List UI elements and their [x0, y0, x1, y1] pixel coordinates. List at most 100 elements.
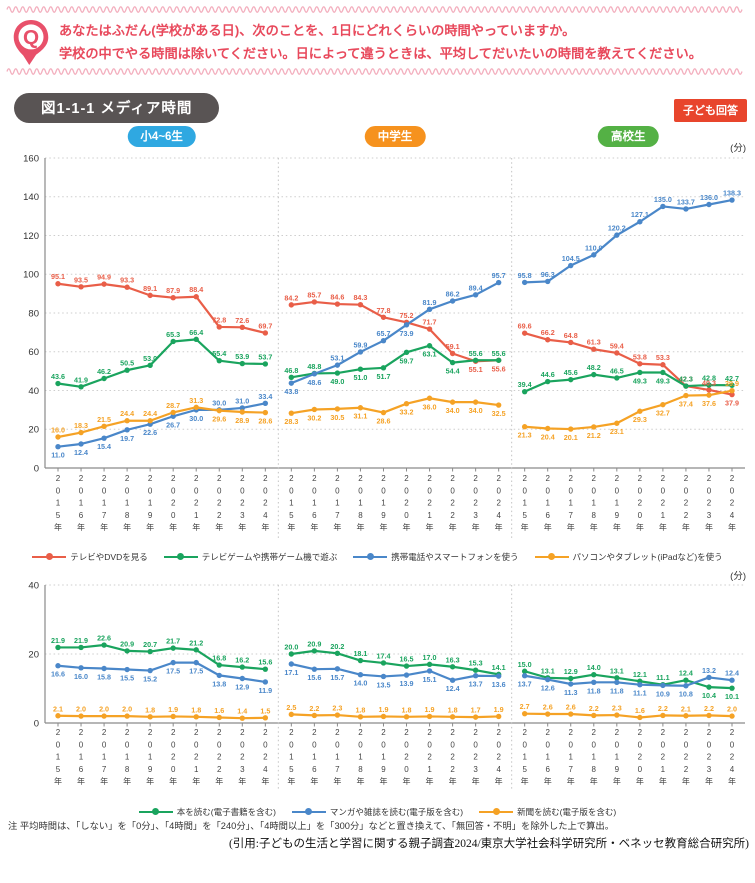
question-text: あなたはふだん(学校がある日)、次のことを、1日にどれくらいの時間やっていますか… — [59, 18, 702, 65]
svg-text:80: 80 — [28, 308, 39, 319]
svg-text:30.5: 30.5 — [330, 413, 344, 422]
svg-text:21.9: 21.9 — [51, 636, 65, 645]
svg-text:88.4: 88.4 — [189, 285, 203, 294]
svg-text:40: 40 — [28, 386, 39, 397]
svg-text:2.5: 2.5 — [286, 703, 296, 712]
legend-line-marker-icon — [353, 553, 388, 561]
svg-text:2.1: 2.1 — [681, 704, 691, 713]
svg-text:24.4: 24.4 — [120, 409, 134, 418]
svg-text:10.9: 10.9 — [656, 689, 670, 698]
svg-text:37.9: 37.9 — [725, 399, 739, 408]
svg-text:13.9: 13.9 — [400, 679, 414, 688]
svg-text:33.2: 33.2 — [400, 408, 414, 417]
svg-text:48.2: 48.2 — [587, 363, 601, 372]
wavy-divider-top — [6, 6, 743, 13]
svg-text:72.6: 72.6 — [235, 316, 249, 325]
svg-text:120: 120 — [23, 231, 39, 242]
svg-text:86.2: 86.2 — [446, 289, 460, 298]
legend-dot-icon — [492, 808, 500, 816]
media-chart-legend: テレビやDVDを見る テレビゲームや携帯ゲーム機で遊ぶ 携帯電話やスマートフォンを使… — [0, 551, 755, 563]
svg-text:2.0: 2.0 — [99, 705, 109, 714]
svg-text:75.2: 75.2 — [400, 311, 414, 320]
svg-text:13.1: 13.1 — [610, 666, 624, 675]
svg-text:95.8: 95.8 — [518, 271, 532, 280]
legend-dot-icon — [548, 553, 555, 561]
svg-text:53.0: 53.0 — [143, 354, 157, 363]
svg-text:17.0: 17.0 — [423, 653, 437, 662]
svg-text:2.6: 2.6 — [543, 703, 553, 712]
svg-text:55.6: 55.6 — [492, 349, 506, 358]
svg-text:1.8: 1.8 — [402, 705, 412, 714]
svg-text:60: 60 — [28, 347, 39, 358]
legend-label: テレビやDVDを見る — [70, 552, 148, 562]
group-badge-elementary: 小4~6生 — [127, 126, 196, 147]
svg-text:72.8: 72.8 — [212, 315, 226, 324]
svg-text:34.0: 34.0 — [469, 406, 483, 415]
svg-text:120.2: 120.2 — [608, 224, 626, 233]
svg-text:46.2: 46.2 — [97, 367, 111, 376]
svg-text:63.1: 63.1 — [423, 350, 437, 359]
svg-text:50.5: 50.5 — [120, 359, 134, 368]
svg-text:96.3: 96.3 — [541, 270, 555, 279]
svg-text:55.6: 55.6 — [492, 364, 506, 373]
svg-text:13.7: 13.7 — [469, 680, 483, 689]
svg-text:21.9: 21.9 — [74, 636, 88, 645]
svg-text:104.5: 104.5 — [562, 254, 580, 263]
svg-text:30.0: 30.0 — [189, 414, 203, 423]
svg-text:32.5: 32.5 — [492, 409, 506, 418]
svg-text:20.1: 20.1 — [564, 433, 578, 442]
svg-text:31.1: 31.1 — [353, 412, 367, 421]
svg-text:15.4: 15.4 — [97, 442, 111, 451]
question-icon-letter: Q — [23, 26, 39, 49]
svg-text:16.0: 16.0 — [51, 426, 65, 435]
svg-text:41.9: 41.9 — [74, 375, 88, 384]
legend-dot-icon — [366, 553, 374, 561]
svg-text:30.0: 30.0 — [212, 398, 226, 407]
svg-text:48.6: 48.6 — [307, 378, 321, 387]
svg-text:53.9: 53.9 — [235, 352, 249, 361]
svg-text:14.0: 14.0 — [587, 663, 601, 672]
svg-text:21.2: 21.2 — [587, 431, 601, 440]
svg-text:46.8: 46.8 — [284, 366, 298, 375]
svg-text:54.4: 54.4 — [446, 367, 460, 376]
svg-text:1.6: 1.6 — [635, 706, 645, 715]
svg-text:2.0: 2.0 — [76, 705, 86, 714]
svg-text:11.1: 11.1 — [633, 689, 647, 698]
legend-label: マンガや雑誌を読む(電子版を含む) — [329, 807, 464, 817]
svg-text:77.8: 77.8 — [376, 306, 390, 315]
svg-text:2.0: 2.0 — [727, 705, 737, 714]
svg-text:53.8: 53.8 — [633, 352, 647, 361]
legend-label: パソコンやタブレット(iPadなど)を使う — [572, 552, 723, 562]
svg-text:36.0: 36.0 — [423, 402, 437, 411]
svg-text:42.7: 42.7 — [725, 374, 739, 383]
legend-item-3: パソコンやタブレット(iPadなど)を使う — [534, 551, 723, 563]
svg-text:1.9: 1.9 — [425, 705, 435, 714]
svg-text:0: 0 — [34, 718, 39, 729]
svg-text:15.1: 15.1 — [423, 675, 437, 684]
svg-text:13.5: 13.5 — [376, 680, 390, 689]
svg-text:21.5: 21.5 — [97, 415, 111, 424]
svg-text:15.7: 15.7 — [330, 673, 344, 682]
svg-text:59.7: 59.7 — [400, 356, 414, 365]
svg-text:16.8: 16.8 — [212, 654, 226, 663]
svg-text:37.4: 37.4 — [679, 400, 693, 409]
legend-dot-icon — [177, 553, 185, 561]
svg-text:2.6: 2.6 — [566, 703, 576, 712]
svg-text:30.2: 30.2 — [307, 413, 321, 422]
svg-text:15.3: 15.3 — [469, 659, 483, 668]
svg-text:66.2: 66.2 — [541, 328, 555, 337]
svg-text:18.1: 18.1 — [353, 649, 367, 658]
